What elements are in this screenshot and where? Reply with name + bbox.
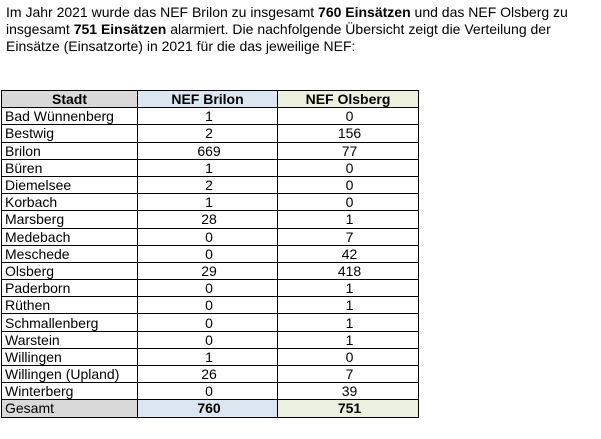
total-nef-brilon: 760 xyxy=(137,399,278,418)
cell-stadt: Willingen (Upland) xyxy=(1,364,138,384)
cell-nef-olsberg: 0 xyxy=(277,193,419,212)
intro-text-3: alarmiert. Die nachfolgende Übersicht ze… xyxy=(6,21,551,54)
cell-nef-olsberg: 1 xyxy=(277,330,419,349)
header-nef-brilon: NEF Brilon xyxy=(137,89,278,109)
cell-nef-brilon: 0 xyxy=(137,227,278,246)
total-label: Gesamt xyxy=(1,399,138,418)
cell-nef-olsberg: 7 xyxy=(277,364,419,384)
cell-nef-olsberg: 39 xyxy=(277,382,419,401)
cell-nef-brilon: 29 xyxy=(137,261,278,281)
cell-nef-brilon: 1 xyxy=(137,347,278,367)
cell-nef-olsberg: 0 xyxy=(277,158,419,177)
cell-stadt: Meschede xyxy=(1,244,138,263)
cell-nef-brilon: 1 xyxy=(137,158,278,177)
deployment-table: Stadt NEF Brilon NEF Olsberg Bad Wünnenb… xyxy=(1,89,419,418)
cell-nef-brilon: 0 xyxy=(137,382,278,401)
cell-nef-olsberg: 0 xyxy=(277,175,419,195)
cell-stadt: Warstein xyxy=(1,330,138,349)
intro-text-2: und das NEF Olsberg zu insgesamt xyxy=(6,4,568,37)
cell-nef-brilon: 669 xyxy=(137,141,278,160)
cell-nef-olsberg: 1 xyxy=(277,296,419,315)
header-nef-olsberg: NEF Olsberg xyxy=(277,89,419,109)
intro-paragraph: Im Jahr 2021 wurde das NEF Brilon zu ins… xyxy=(6,4,596,55)
cell-nef-olsberg: 42 xyxy=(277,244,419,263)
table-row: Marsberg 28 1 xyxy=(1,210,419,229)
cell-nef-brilon: 0 xyxy=(137,279,278,298)
cell-stadt: Schmallenberg xyxy=(1,313,138,332)
cell-nef-brilon: 28 xyxy=(137,210,278,229)
table-row: Olsberg 29 418 xyxy=(1,261,419,281)
table-row: Brilon 669 77 xyxy=(1,141,419,160)
table-row: Meschede 0 42 xyxy=(1,244,419,263)
cell-nef-olsberg: 0 xyxy=(277,347,419,367)
intro-text-1: Im Jahr 2021 wurde das NEF Brilon zu ins… xyxy=(6,4,319,20)
cell-nef-brilon: 2 xyxy=(137,175,278,195)
total-nef-olsberg: 751 xyxy=(277,399,419,418)
cell-stadt: Bad Wünnenberg xyxy=(1,107,138,126)
table-row: Büren 1 0 xyxy=(1,158,419,177)
cell-nef-olsberg: 7 xyxy=(277,227,419,246)
cell-nef-olsberg: 418 xyxy=(277,261,419,281)
table-row: Winterberg 0 39 xyxy=(1,382,419,401)
cell-stadt: Bestwig xyxy=(1,124,138,143)
cell-nef-olsberg: 77 xyxy=(277,141,419,160)
table-row: Medebach 0 7 xyxy=(1,227,419,246)
cell-stadt: Paderborn xyxy=(1,279,138,298)
cell-stadt: Brilon xyxy=(1,141,138,160)
cell-nef-brilon: 1 xyxy=(137,193,278,212)
table-row: Rüthen 0 1 xyxy=(1,296,419,315)
cell-nef-olsberg: 0 xyxy=(277,107,419,126)
cell-nef-brilon: 2 xyxy=(137,124,278,143)
cell-nef-brilon: 0 xyxy=(137,244,278,263)
cell-stadt: Winterberg xyxy=(1,382,138,401)
table-row: Willingen (Upland) 26 7 xyxy=(1,364,419,384)
cell-nef-brilon: 1 xyxy=(137,107,278,126)
table-row: Bestwig 2 156 xyxy=(1,124,419,143)
cell-stadt: Korbach xyxy=(1,193,138,212)
table-header-row: Stadt NEF Brilon NEF Olsberg xyxy=(1,89,419,109)
cell-stadt: Büren xyxy=(1,158,138,177)
table-row: Willingen 1 0 xyxy=(1,347,419,367)
header-stadt: Stadt xyxy=(1,89,138,109)
cell-nef-olsberg: 1 xyxy=(277,279,419,298)
cell-stadt: Rüthen xyxy=(1,296,138,315)
cell-stadt: Diemelsee xyxy=(1,175,138,195)
table-row: Korbach 1 0 xyxy=(1,193,419,212)
table-row: Schmallenberg 0 1 xyxy=(1,313,419,332)
table-row: Diemelsee 2 0 xyxy=(1,175,419,195)
cell-nef-brilon: 0 xyxy=(137,313,278,332)
table-row: Warstein 0 1 xyxy=(1,330,419,349)
table-row: Bad Wünnenberg 1 0 xyxy=(1,107,419,126)
cell-stadt: Marsberg xyxy=(1,210,138,229)
cell-nef-olsberg: 156 xyxy=(277,124,419,143)
cell-nef-olsberg: 1 xyxy=(277,210,419,229)
cell-nef-brilon: 0 xyxy=(137,330,278,349)
cell-nef-brilon: 0 xyxy=(137,296,278,315)
table-body: Bad Wünnenberg 1 0 Bestwig 2 156 Brilon 669 77 Bü… xyxy=(1,107,419,418)
intro-brilon-total: 760 Einsätzen xyxy=(318,4,411,20)
cell-nef-olsberg: 1 xyxy=(277,313,419,332)
cell-nef-brilon: 26 xyxy=(137,364,278,384)
intro-olsberg-total: 751 Einsätzen xyxy=(73,21,167,37)
total-row: Gesamt 760 751 xyxy=(1,399,419,418)
table-row: Paderborn 0 1 xyxy=(1,279,419,298)
cell-stadt: Olsberg xyxy=(1,261,138,281)
cell-stadt: Medebach xyxy=(1,227,138,246)
cell-stadt: Willingen xyxy=(1,347,138,367)
